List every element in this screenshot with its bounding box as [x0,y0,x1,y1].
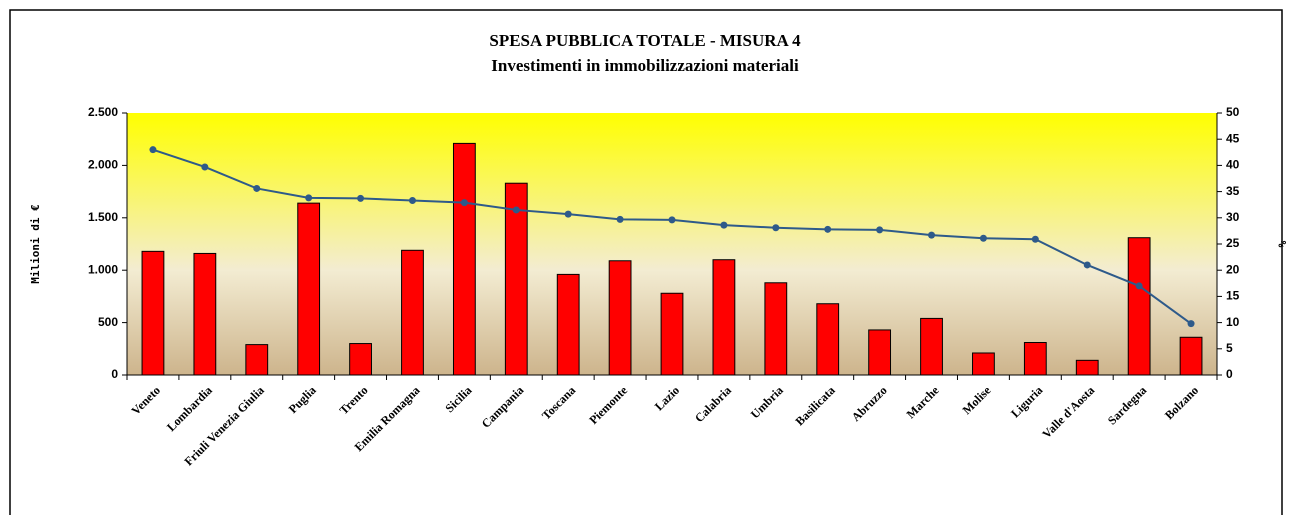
line-point [253,184,261,192]
bar [764,282,788,376]
bar [504,182,528,376]
x-tick-label: Sicilia [442,383,474,415]
bar [556,273,580,376]
y2-tick-label: 50 [1226,105,1240,119]
bar [401,249,424,376]
x-tick-label: Campania [479,383,527,431]
bar [660,292,684,376]
bar [245,344,269,376]
line-point [1031,235,1039,243]
bar [816,303,840,376]
frame [9,9,1283,515]
y-tick-label: 2.000 [88,158,118,172]
bar [868,329,892,376]
x-tick-label: Bolzano [1162,383,1201,422]
x-tick-label: Toscana [539,383,578,422]
x-tick-label: Puglia [286,383,319,416]
bar [141,250,165,376]
line-point [876,226,884,234]
line-point [668,216,676,224]
y-tick-label: 2.500 [88,105,118,119]
bar [349,343,372,376]
y2-tick-label: 0 [1226,367,1233,381]
x-tick-label: Basilicata [793,383,838,428]
bar [1075,359,1099,376]
y2-tick-label: 10 [1226,315,1240,329]
line-point [824,225,832,233]
x-tick-label: Valle d'Aosta [1039,383,1097,441]
bar [712,259,736,376]
line-point [357,194,365,202]
y-tick-label: 1.500 [88,210,118,224]
y-axis-title: Milioni di € [29,204,42,283]
line-point [616,215,624,223]
line-point [720,221,728,229]
x-tick-label: Piemonte [586,383,630,427]
bar [193,252,217,376]
x-tick-label: Lazio [652,383,682,413]
bar [1179,336,1203,376]
line-point [1083,261,1091,269]
bar [452,142,476,376]
chart-subtitle: Investimenti in immobilizzazioni materia… [491,56,799,75]
line-point [564,210,572,218]
bar [297,202,321,376]
line-point [201,163,209,171]
line-point [1135,282,1143,290]
line-point [408,197,416,205]
line-point [928,231,936,239]
x-tick-label: Trento [337,383,371,417]
line-point [979,234,987,242]
chart-title: SPESA PUBBLICA TOTALE - MISURA 4 [489,31,801,50]
y-tick-label: 1.000 [88,262,118,276]
y-tick-label: 0 [111,367,118,381]
line-point [512,206,520,214]
y2-tick-label: 20 [1226,262,1240,276]
y2-tick-label: 45 [1226,131,1240,145]
line-point [1187,320,1195,328]
bar [608,260,632,376]
y2-tick-label: 15 [1226,289,1240,303]
x-tick-label: Liguria [1008,383,1045,420]
x-tick-label: Abruzzo [849,383,890,424]
y2-tick-label: 5 [1226,341,1233,355]
line-point [460,199,468,207]
x-tick-label: Calabria [692,383,734,425]
x-tick-label: Marche [904,383,942,421]
x-tick-label: Veneto [128,383,163,418]
x-tick-label: Sardegna [1105,383,1149,427]
bar [920,317,943,376]
y2-tick-label: 40 [1226,158,1240,172]
y2-tick-label: 25 [1226,236,1240,250]
x-tick-label: Molise [960,383,994,417]
x-tick-label: Lombardia [164,383,215,434]
line-point [305,194,313,202]
y-tick-label: 500 [98,315,118,329]
bar [1023,342,1047,376]
line-point [149,146,157,154]
y2-tick-label: 35 [1226,184,1240,198]
y2-tick-label: 30 [1226,210,1240,224]
y2-axis-title: % [1276,240,1289,247]
bar [1127,237,1151,376]
bar [972,352,995,376]
line-point [772,224,780,232]
x-tick-label: Umbria [748,383,786,421]
